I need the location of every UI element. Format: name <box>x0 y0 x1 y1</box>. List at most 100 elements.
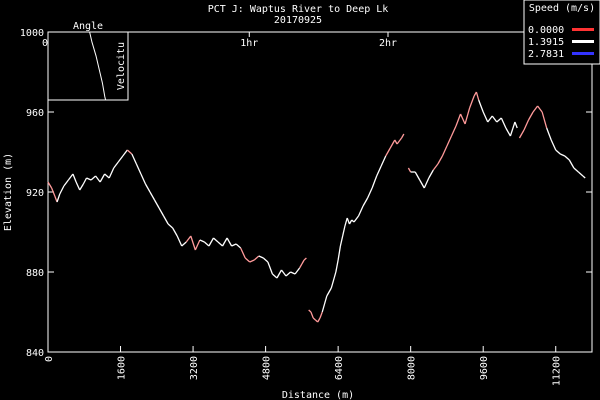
series-line-piece <box>208 237 215 247</box>
x-tick-label: 11200 <box>552 356 563 386</box>
series-line-piece <box>86 177 92 181</box>
series-line-piece <box>167 223 174 229</box>
chart-subtitle: 20170925 <box>274 15 322 26</box>
series-line-piece <box>122 149 128 157</box>
series-line-piece <box>464 107 471 125</box>
series-line-piece <box>108 167 115 179</box>
angle-velocity-inset: Angle Velocitu <box>47 21 129 101</box>
series-line-piece <box>258 255 264 259</box>
series-line-piece <box>149 191 156 201</box>
series-line-piece <box>577 171 584 177</box>
series-line-piece <box>423 177 430 189</box>
series-line-piece <box>90 175 97 181</box>
x-tick-label: 9600 <box>479 356 490 380</box>
series-line-piece <box>285 271 291 277</box>
x-axis-label: Distance (m) <box>282 390 354 400</box>
series-line-piece <box>249 259 255 263</box>
series-line-piece <box>482 111 489 123</box>
legend-box <box>523 0 600 65</box>
series-line-piece <box>367 187 373 199</box>
series-line-piece <box>537 105 543 113</box>
series-line-piece <box>99 173 106 183</box>
plot-frame <box>47 31 593 353</box>
series-line-piece <box>428 169 434 179</box>
y-tick-label: 920 <box>26 188 44 199</box>
series-line-piece <box>47 181 53 189</box>
series-line-piece <box>385 147 391 157</box>
series-line-piece <box>176 235 183 247</box>
series-line-piece <box>541 111 548 129</box>
series-line-piece <box>394 139 398 145</box>
series-line-piece <box>59 185 65 195</box>
series-line-piece <box>459 113 466 125</box>
legend-swatch <box>572 52 594 55</box>
series-line-piece <box>194 239 201 251</box>
series-line-piece <box>235 243 242 249</box>
series-line-piece <box>407 167 412 173</box>
legend-swatch <box>572 40 594 43</box>
series-line-piece <box>82 177 88 185</box>
series-line-piece <box>267 261 274 275</box>
series-line-piece <box>330 271 337 289</box>
series-line-piece <box>317 317 321 323</box>
y-tick-label: 840 <box>26 348 44 359</box>
series-line-piece <box>113 161 119 169</box>
series-line-piece <box>301 259 305 265</box>
series-line-piece <box>217 241 223 247</box>
series-line-piece <box>353 215 360 223</box>
x-axis-ticks: 0 1600 3200 4800 6400 8000 9600 11200 <box>44 346 563 386</box>
series-line-piece <box>550 139 557 151</box>
series-line-piece <box>75 181 81 191</box>
series-line-piece <box>323 295 328 305</box>
series-line-piece <box>104 173 110 179</box>
series-line-piece <box>310 311 314 319</box>
series-line-piece <box>500 117 507 129</box>
series-line-piece <box>376 165 382 177</box>
series-line-piece <box>294 267 301 275</box>
series-line-piece <box>290 271 296 275</box>
series-line-piece <box>280 269 287 277</box>
series-line-piece <box>414 171 421 181</box>
series-line-piece <box>455 113 462 127</box>
legend-swatch <box>572 28 594 31</box>
series-line-piece <box>199 239 205 243</box>
legend-label: 1.3915 <box>528 37 564 48</box>
series-line-piece <box>321 303 326 313</box>
series-line-piece <box>478 99 484 113</box>
series-line-piece <box>117 155 124 163</box>
series-line-piece <box>491 115 498 123</box>
series-line-piece <box>276 269 283 279</box>
x-tick-label: 6400 <box>334 356 345 380</box>
series-line-piece <box>158 207 165 217</box>
y-tick-label: 1000 <box>20 28 44 39</box>
series-line-piece <box>190 235 196 251</box>
series-line-piece <box>303 257 307 261</box>
elevation-segment <box>47 149 307 279</box>
series-line-piece <box>487 115 493 123</box>
series-line-piece <box>213 237 219 243</box>
series-line-piece <box>172 227 178 237</box>
series-line-piece <box>362 197 369 207</box>
series-line-piece <box>342 225 346 237</box>
series-line-piece <box>63 179 69 187</box>
series-line-piece <box>437 155 443 165</box>
series-line-piece <box>72 173 77 183</box>
legend-label: 0.0000 <box>528 25 564 36</box>
inset-title: Angle <box>73 21 103 32</box>
x-tick-label: 8000 <box>407 356 418 380</box>
legend-label: 2.7831 <box>528 49 564 60</box>
series-line-piece <box>221 237 228 247</box>
chart-title: PCT J: Waptus River to Deep Lk <box>208 4 389 15</box>
series-line-piece <box>573 167 579 173</box>
series-line-piece <box>299 263 303 269</box>
series-line-piece <box>54 195 58 203</box>
time-tick-label: 2hr <box>379 38 397 49</box>
y-axis-label: Elevation (m) <box>3 153 14 231</box>
series-line-piece <box>432 163 439 171</box>
series-line-piece <box>163 215 169 225</box>
series-line-piece <box>153 199 160 209</box>
series-line-piece <box>441 145 448 157</box>
series-line-piece <box>326 287 332 297</box>
